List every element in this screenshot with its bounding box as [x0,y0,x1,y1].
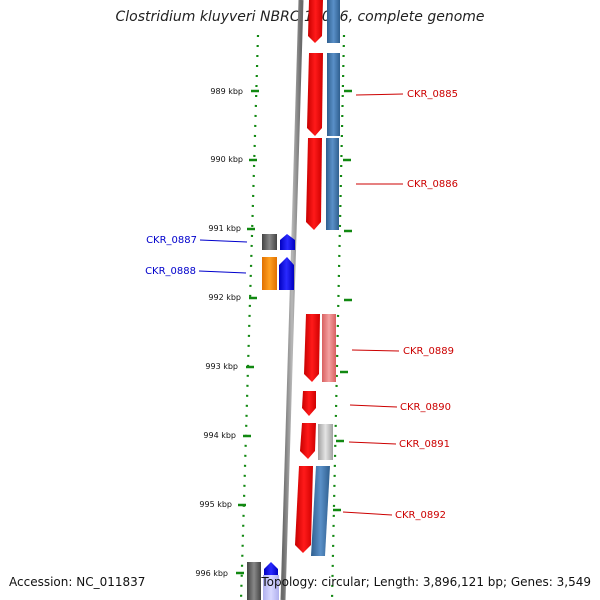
feature-box-ckr-0889[interactable] [322,314,336,382]
kbp-label-994: 994 kbp [203,431,236,440]
kbp-label-996: 996 kbp [195,569,228,578]
kbp-label-995: 995 kbp [199,500,232,509]
kbp-label-989: 989 kbp [210,87,243,96]
left-dotted-track [239,34,260,600]
gene-label-ckr-0890[interactable]: CKR_0890 [400,402,451,413]
right-tick-marks [333,89,352,512]
gene-arrow-ckr-0886[interactable] [306,138,322,230]
gene-arrow-ckr-0885[interactable] [307,53,323,136]
gene-label-ckr-0887[interactable]: CKR_0887 [146,235,197,246]
minus-leader-lines [198,239,248,274]
kbp-label-993: 993 kbp [205,362,238,371]
gene-arrow-ckr-0890[interactable] [302,391,316,416]
gene-label-ckr-0885[interactable]: CKR_0885 [407,89,458,100]
feature-box-bottom-lavender[interactable] [263,575,279,600]
feature-box-ckr-0892[interactable] [311,466,330,556]
gene-arrow-ckr-0887[interactable] [280,234,295,250]
gene-label-ckr-0888[interactable]: CKR_0888 [145,266,196,277]
kbp-label-992: 992 kbp [208,293,241,302]
feature-box-ckr-0886[interactable] [326,138,339,230]
gene-label-ckr-0892[interactable]: CKR_0892 [395,510,446,521]
left-tick-marks [236,89,259,575]
gene-arrow-ckr-0891[interactable] [300,423,316,459]
feature-box-top-partial[interactable] [327,0,340,43]
gene-label-ckr-0889[interactable]: CKR_0889 [403,346,454,357]
gene-arrow-ckr-0892[interactable] [295,466,313,553]
kbp-label-991: 991 kbp [208,224,241,233]
feature-box-ckr-0887[interactable] [262,234,277,250]
feature-box-ckr-0888[interactable] [262,257,277,290]
gene-arrow-top-partial[interactable] [308,0,323,43]
gene-arrow-ckr-0888[interactable] [279,257,294,290]
right-dotted-track [330,34,346,600]
kbp-label-990: 990 kbp [210,155,243,164]
gene-label-ckr-0886[interactable]: CKR_0886 [407,179,458,190]
feature-box-ckr-0891[interactable] [318,424,333,460]
accession-text: Accession: NC_011837 [9,575,146,589]
feature-box-ckr-0885[interactable] [327,53,340,136]
genome-summary-text: Topology: circular; Length: 3,896,121 bp… [261,575,591,589]
gene-arrow-ckr-0889[interactable] [304,314,320,382]
plus-leader-lines [342,93,404,516]
genome-backbone [280,0,304,600]
feature-box-bottom-dark[interactable] [247,562,261,600]
gene-label-ckr-0891[interactable]: CKR_0891 [399,439,450,450]
